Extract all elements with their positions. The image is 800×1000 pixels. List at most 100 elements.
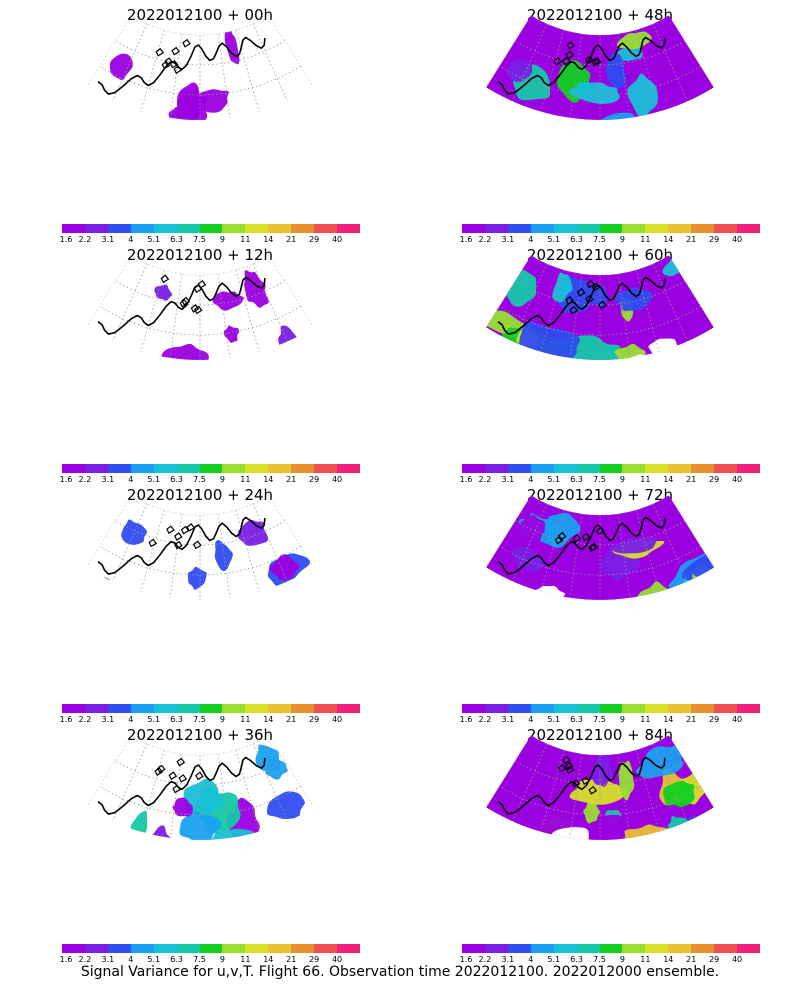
colorbar-tick-label: 7.5 xyxy=(193,715,206,724)
colorbar-swatch xyxy=(691,464,715,473)
variance-contour xyxy=(582,802,600,824)
low-variance-gap xyxy=(654,846,714,873)
variance-contour xyxy=(656,393,734,423)
low-variance-gap xyxy=(475,617,501,642)
colorbar-tick-label: 9 xyxy=(219,235,225,244)
variance-contour xyxy=(500,385,575,416)
variance-contour xyxy=(612,374,631,406)
colorbar-swatch xyxy=(176,944,200,953)
variance-contour xyxy=(44,623,66,639)
colorbar-tick-label: 21 xyxy=(286,475,297,484)
variance-contour xyxy=(183,778,225,814)
latitude-line xyxy=(99,545,301,576)
colorbar-swatch xyxy=(268,944,292,953)
island-outline xyxy=(190,304,200,313)
variance-contour xyxy=(130,810,148,840)
colorbar-swatch xyxy=(268,704,292,713)
colorbar-tick-label: 4 xyxy=(528,715,534,724)
colorbar-swatch xyxy=(714,944,738,953)
coastline xyxy=(497,756,666,815)
island-outline xyxy=(193,305,203,315)
latitude-line xyxy=(515,760,685,786)
colorbar-swatch xyxy=(576,704,600,713)
colorbar-tick-label: 1.6 xyxy=(59,475,73,484)
colorbar-tick-label: 4 xyxy=(528,955,534,964)
variance-contour xyxy=(237,519,269,546)
island-outline xyxy=(182,38,191,48)
colorbar-swatch xyxy=(484,704,508,713)
colorbar-swatch xyxy=(645,944,669,953)
colorbar-swatch xyxy=(62,224,85,233)
colorbar-swatch xyxy=(314,224,338,233)
colorbar-tick-label: 40 xyxy=(331,955,343,964)
low-variance-gap xyxy=(679,152,739,186)
island-outline xyxy=(168,771,178,781)
colorbar-swatch xyxy=(553,464,577,473)
colorbar-swatch xyxy=(107,944,131,953)
colorbar-swatch xyxy=(691,704,715,713)
colorbar-tick-label: 7.5 xyxy=(593,955,606,964)
variance-contour xyxy=(636,115,666,120)
colorbar-swatch xyxy=(462,944,485,953)
colorbar-tick-label: 6.3 xyxy=(570,715,583,724)
colorbar-tick-label: 29 xyxy=(309,475,320,484)
longitude-line xyxy=(140,509,165,592)
variance-contour xyxy=(627,73,659,119)
variance-contour xyxy=(87,391,114,414)
longitude-line xyxy=(169,273,183,358)
island-outline xyxy=(174,532,183,541)
map-panel: 2022012100 + 84h 1.6 2.2 3.1 4 5.1 6.3 7.5 9 11 14… xyxy=(400,720,800,964)
variance-contour xyxy=(486,348,527,360)
variance-contour xyxy=(567,82,620,104)
variance-contour xyxy=(624,375,642,401)
variance-contour xyxy=(67,378,112,410)
island-outline xyxy=(581,532,591,542)
colorbar-tick-label: 11 xyxy=(640,235,651,244)
variance-contour xyxy=(486,821,507,840)
colorbar-tick-label: 9 xyxy=(619,475,625,484)
projection-map xyxy=(486,735,714,915)
colorbar-swatch xyxy=(530,224,554,233)
colorbar-swatch xyxy=(337,464,360,473)
colorbar-swatch xyxy=(62,944,85,953)
colorbar-swatch xyxy=(153,944,177,953)
variance-contour xyxy=(480,635,543,667)
colorbar-swatch xyxy=(130,464,154,473)
colorbar-tick-label: 40 xyxy=(731,955,743,964)
colorbar-tick-label: 40 xyxy=(731,235,743,244)
projection-map xyxy=(44,495,314,639)
colorbar-tick-label: 5.1 xyxy=(547,235,561,244)
colorbar-swatch xyxy=(714,704,738,713)
colorbar-tick-label: 21 xyxy=(286,955,297,964)
colorbar-swatch xyxy=(84,944,108,953)
colorbar: 1.6 2.2 3.1 4 5.1 6.3 7.5 9 11 14 21 29 40 xyxy=(60,704,362,724)
colorbar-swatch xyxy=(530,464,554,473)
island-outline xyxy=(565,50,575,60)
coastline xyxy=(97,516,266,575)
variance-contour xyxy=(223,325,240,343)
map-panel: 2022012100 + 60h 1.6 2.2 3.1 4 5.1 6.3 7.5 9 11 14… xyxy=(400,240,800,484)
island-outline xyxy=(572,534,582,543)
variance-contour xyxy=(244,270,269,308)
variance-contour xyxy=(79,368,99,395)
variance-contour xyxy=(503,885,576,915)
colorbar-swatch xyxy=(130,704,154,713)
variance-contour xyxy=(57,599,81,625)
colorbar-tick-label: 5.1 xyxy=(147,475,161,484)
island-outline xyxy=(565,765,575,774)
variance-contour xyxy=(223,378,265,409)
island-outline xyxy=(193,284,203,294)
colorbar-tick-label: 6.3 xyxy=(570,955,583,964)
variance-contour xyxy=(724,353,750,382)
colorbar-swatch xyxy=(130,944,154,953)
colorbar-tick-label: 5.1 xyxy=(147,955,161,964)
colorbar-swatch xyxy=(291,704,315,713)
variance-contour xyxy=(514,121,579,152)
panel-title: 2022012100 + 24h xyxy=(126,486,274,504)
variance-contour xyxy=(506,131,528,150)
colorbar-swatch xyxy=(553,224,577,233)
colorbar-swatch xyxy=(622,464,646,473)
island-outline xyxy=(588,785,598,795)
colorbar-tick-label: 5.1 xyxy=(147,235,161,244)
colorbar-swatch xyxy=(484,944,508,953)
